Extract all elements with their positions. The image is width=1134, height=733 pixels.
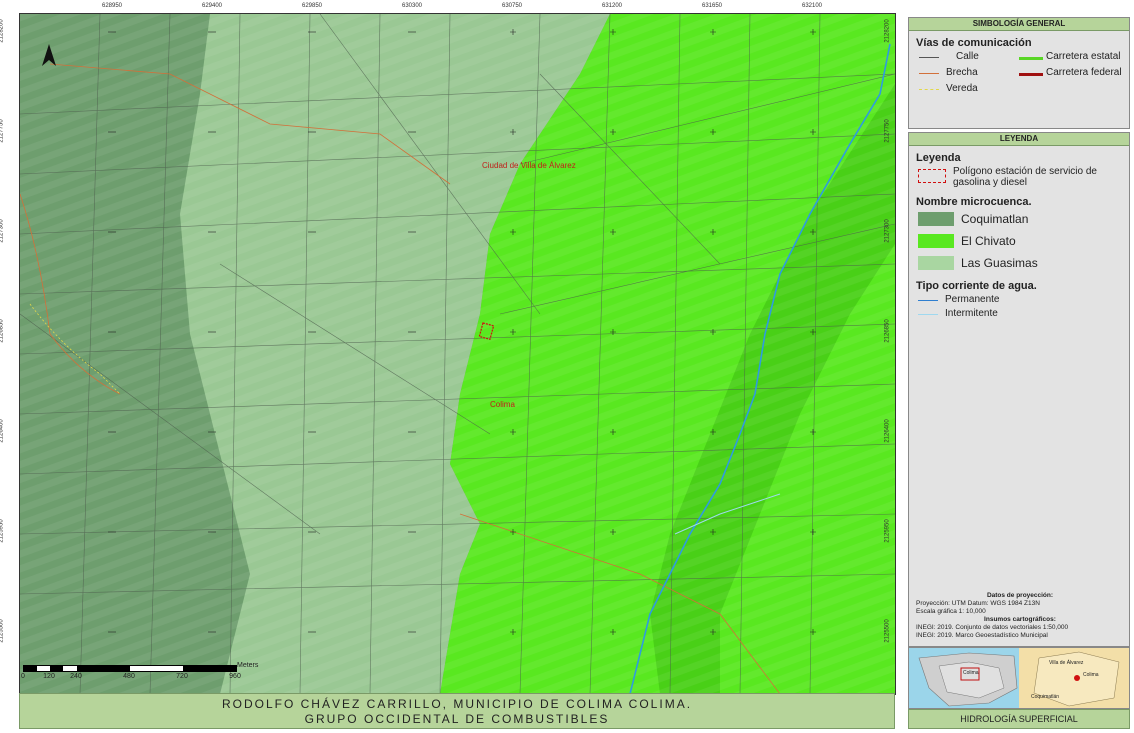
microcuenca-label: El Chivato xyxy=(961,234,1016,248)
map-title-line-1: RODOLFO CHÁVEZ CARRILLO, MUNICIPIO DE CO… xyxy=(221,697,693,711)
inset-map-canvas xyxy=(909,648,1129,708)
map-frame[interactable]: Ciudad de Villa de Álvarez Colima Meters… xyxy=(19,13,896,695)
coord-label-left: 2127750 xyxy=(0,119,5,143)
map-title: RODOLFO CHÁVEZ CARRILLO, MUNICIPIO DE CO… xyxy=(19,693,895,729)
brecha-line xyxy=(49,63,451,185)
scale-tick: 120 xyxy=(43,673,55,680)
footer-title: HIDROLOGÍA SUPERFICIAL xyxy=(908,709,1130,729)
coord-label-top: 630750 xyxy=(501,3,523,9)
legend-label-brecha: Brecha xyxy=(946,67,978,78)
coord-label-top: 630300 xyxy=(401,3,423,9)
roads-heading: Vías de comunicación xyxy=(916,37,1032,49)
scale-tick: 0 xyxy=(21,673,25,680)
coord-label-top: 628950 xyxy=(101,3,123,9)
coord-label-right: 2125500 xyxy=(884,619,891,643)
coord-label-right: 2126850 xyxy=(884,319,891,343)
vereda-swatch xyxy=(919,89,939,90)
legend-heading: Leyenda xyxy=(916,152,961,164)
coord-label-top: 629400 xyxy=(201,3,223,9)
microcuenca-item: Coquimatlan xyxy=(909,210,1129,232)
water-heading: Tipo corriente de agua. xyxy=(916,280,1037,292)
coord-label-top: 631200 xyxy=(601,3,623,9)
water-label-intermitente: Intermitente xyxy=(945,308,998,319)
microcuenca-item: El Chivato xyxy=(909,232,1129,254)
legend-header: LEYENDA xyxy=(909,133,1129,146)
map-title-line-2: GRUPO OCCIDENTAL DE COMBUSTIBLES xyxy=(304,712,610,726)
location-inset-map[interactable]: Colima Colima Coquimatlán Villa de Álvar… xyxy=(908,647,1130,709)
polygon-swatch xyxy=(918,169,946,183)
coord-label-left: 2125500 xyxy=(0,619,5,643)
calle-swatch xyxy=(919,57,939,58)
coord-label-right: 2127750 xyxy=(884,119,891,143)
inset-label: Colima xyxy=(1083,672,1099,678)
terrain-hatching xyxy=(20,14,895,694)
polygon-label-line-2: gasolina y diesel xyxy=(953,177,1027,188)
scale-tick: 960 xyxy=(229,673,241,680)
roads-legend: Calle Brecha Vereda Carretera estatal Ca… xyxy=(909,51,1129,131)
legend-panel: LEYENDA Leyenda Polígono estación de ser… xyxy=(908,132,1130,647)
coord-label-left: 2126400 xyxy=(0,419,5,443)
street-network xyxy=(20,14,895,694)
microcuenca-item: Las Guasimas xyxy=(909,254,1129,276)
source-line: INEGI: 2019. Marco Geoestadístico Munici… xyxy=(916,632,1048,639)
coord-label-top: 631650 xyxy=(701,3,723,9)
permanente-swatch xyxy=(918,300,938,301)
legend-label-carretera-federal: Carretera federal xyxy=(1046,67,1122,78)
inset-label: Colima xyxy=(963,670,979,676)
carretera-federal-swatch xyxy=(1019,73,1043,76)
coord-label-left: 2128200 xyxy=(0,19,5,43)
grid-ticks xyxy=(108,29,816,635)
place-label-villa-alvarez: Ciudad de Villa de Álvarez xyxy=(482,161,576,170)
el-chivato-swatch xyxy=(918,234,954,248)
water-legend: Permanente Intermitente xyxy=(909,294,1129,322)
river-permanent xyxy=(629,43,891,694)
general-legend-panel: SIMBOLOGÍA GENERAL Vías de comunicación … xyxy=(908,17,1130,129)
sources-heading: Insumos cartográficos: xyxy=(984,616,1056,623)
inset-label: Coquimatlán xyxy=(1031,694,1060,700)
legend-label-vereda: Vereda xyxy=(946,83,978,94)
projection-line: Proyección: UTM Datum: WGS 1984 Z13N xyxy=(916,600,1040,607)
intermitente-swatch xyxy=(918,314,938,315)
station-polygon xyxy=(478,322,495,341)
scale-tick: 480 xyxy=(123,673,135,680)
scale-unit: Meters xyxy=(237,662,259,669)
coord-label-top: 632100 xyxy=(801,3,823,9)
carretera-estatal-swatch xyxy=(1019,57,1043,60)
microcuenca-label: Coquimatlan xyxy=(961,212,1029,226)
coord-label-right: 2127300 xyxy=(884,219,891,243)
las-guasimas-swatch xyxy=(918,256,954,270)
coquimatlan-swatch xyxy=(918,212,954,226)
microcuenca-label: Las Guasimas xyxy=(961,256,1038,270)
brecha-line-2 xyxy=(20,193,121,395)
brecha-swatch xyxy=(919,73,939,74)
coord-label-left: 2125950 xyxy=(0,519,5,543)
coord-label-right: 2128200 xyxy=(884,19,891,43)
water-label-permanente: Permanente xyxy=(945,294,1000,305)
coord-label-top: 629850 xyxy=(301,3,323,9)
legend-label-calle: Calle xyxy=(956,51,979,62)
projection-heading: Datos de proyección: xyxy=(986,592,1054,599)
polygon-legend: Polígono estación de servicio de gasolin… xyxy=(909,166,1129,194)
place-label-colima: Colima xyxy=(490,400,515,409)
coord-label-left: 2127300 xyxy=(0,219,5,243)
polygon-label-line-1: Polígono estación de servicio de xyxy=(953,166,1097,177)
projection-scale: Escala gráfica 1: 10,000 xyxy=(916,608,986,615)
legend-label-carretera-estatal: Carretera estatal xyxy=(1046,51,1121,62)
map-canvas[interactable] xyxy=(20,14,895,694)
microcuenca-heading: Nombre microcuenca. xyxy=(916,196,1032,208)
projection-block: Datos de proyección: Proyección: UTM Dat… xyxy=(916,592,1124,640)
scale-tick: 720 xyxy=(176,673,188,680)
source-line: INEGI: 2019. Conjunto de datos vectorial… xyxy=(916,624,1069,631)
brecha-line-3 xyxy=(459,513,781,694)
north-arrow-icon xyxy=(42,44,56,71)
coord-label-right: 2126400 xyxy=(884,419,891,443)
inset-label: Villa de Álvarez xyxy=(1049,660,1084,666)
coord-label-left: 2126850 xyxy=(0,319,5,343)
scale-tick: 240 xyxy=(70,673,82,680)
river-intermittent xyxy=(674,493,781,535)
vereda-line xyxy=(29,303,121,395)
general-legend-header: SIMBOLOGÍA GENERAL xyxy=(909,18,1129,31)
coord-label-right: 2125950 xyxy=(884,519,891,543)
